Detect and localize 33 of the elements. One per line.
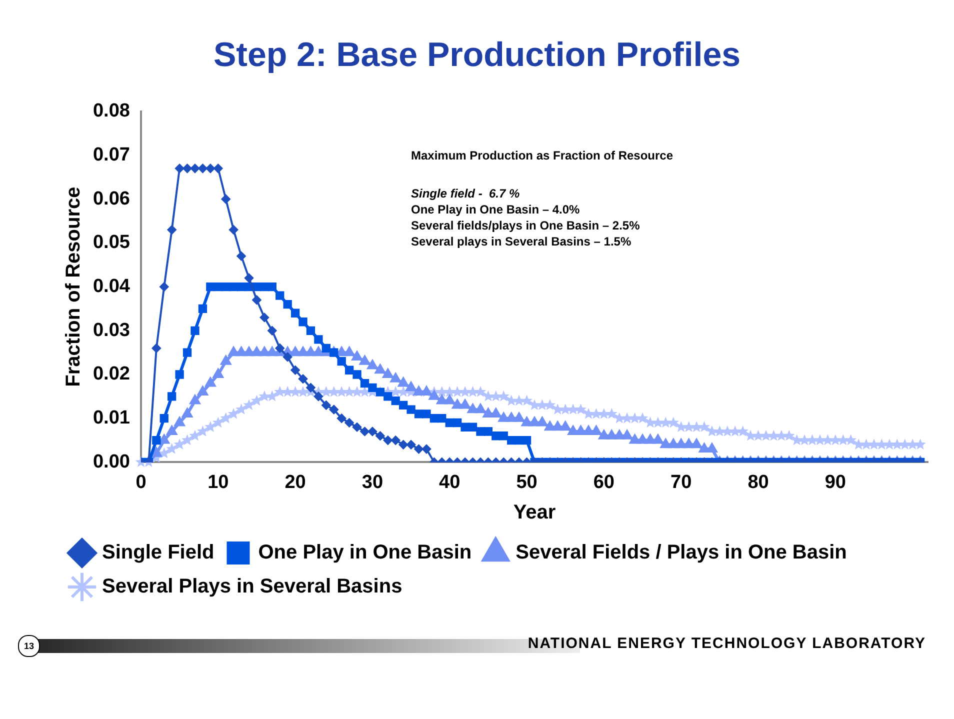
y-tick-label: 0.03	[92, 320, 130, 341]
x-tick-label: 40	[439, 472, 460, 493]
annotation: Several plays in Several Basins – 1.5%	[410, 234, 632, 249]
x-tick-label: 90	[824, 472, 846, 493]
annotation: Several fields/plays in One Basin – 2.5%	[410, 218, 640, 233]
annotation: Maximum Production as Fraction of Resource	[410, 148, 674, 163]
y-tick-label: 0.05	[92, 232, 130, 254]
y-tick-label: 0.00	[92, 451, 130, 472]
text: NATIONAL ENERGY TECHNOLOGY LABORATORY	[528, 635, 926, 652]
legend-label: One Play in One Basin	[258, 542, 472, 564]
x-tick-label: 30	[362, 472, 384, 493]
x-tick-label: 0	[136, 472, 146, 493]
y-tick-label: 0.08	[92, 100, 130, 122]
y-tick-label: 0.06	[92, 188, 130, 210]
x-tick-label: 20	[284, 472, 306, 493]
x-tick-label: 60	[593, 472, 615, 493]
annotation: One Play in One Basin – 4.0%	[410, 202, 580, 217]
chart-title: Step 2: Base Production Profiles	[212, 35, 742, 76]
legend-label: Several Fields / Plays in One Basin	[516, 542, 847, 564]
y-tick-label: 0.07	[92, 144, 130, 166]
annotation: Single field - 6.7 %	[410, 186, 520, 201]
x-tick-label: 10	[208, 472, 229, 493]
y-tick-label: 0.01	[92, 408, 130, 429]
x-tick-label: 50	[516, 472, 538, 493]
y-axis-title: Fraction of Resource	[62, 186, 85, 387]
y-tick-label: 0.04	[92, 276, 130, 298]
x-axis-title: Year	[513, 502, 556, 524]
x-tick-label: 70	[670, 472, 692, 493]
y-tick-label: 0.02	[92, 364, 130, 385]
x-tick-label: 80	[748, 472, 769, 493]
legend-label: Several Plays in Several Basins	[102, 576, 402, 598]
text: 13	[18, 635, 40, 657]
legend-label: Single Field	[102, 542, 214, 564]
